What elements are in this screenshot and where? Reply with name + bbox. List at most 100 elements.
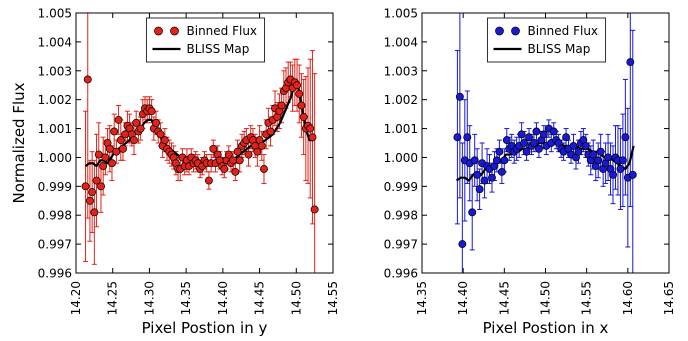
data-point [596, 147, 605, 156]
y-tick-label: 1.001 [384, 122, 418, 136]
x-tick-label: 14.60 [621, 281, 635, 315]
x-tick-label: 14.20 [69, 281, 83, 315]
data-point [604, 153, 613, 162]
data-point [101, 153, 110, 162]
legend-marker [511, 26, 520, 36]
data-point [530, 139, 538, 147]
data-point [520, 139, 529, 147]
data-point [132, 118, 141, 127]
y-tick-label: 0.999 [38, 180, 72, 194]
data-point [581, 141, 590, 150]
data-point [295, 89, 304, 98]
data-point [589, 150, 598, 159]
y-tick-label: 1.000 [38, 151, 72, 165]
y-tick-label: 0.996 [384, 267, 418, 281]
data-point [532, 127, 541, 136]
y-tick-label: 1.002 [384, 93, 418, 107]
data-point [130, 136, 138, 145]
data-point [594, 156, 603, 165]
data-point [480, 176, 489, 185]
data-point [310, 205, 319, 214]
legend-label-binned-flux: Binned Flux [528, 24, 599, 38]
y-tick-label: 1.002 [38, 93, 72, 107]
data-point [473, 170, 482, 179]
data-point [231, 167, 240, 176]
data-point [108, 159, 116, 168]
data-point [497, 167, 506, 176]
data-point [244, 150, 253, 159]
x-tick-label: 14.55 [326, 281, 340, 315]
data-point [534, 144, 543, 153]
x-tick-label: 14.45 [253, 281, 267, 315]
data-point [539, 130, 548, 139]
data-point [97, 182, 105, 191]
data-point [463, 133, 472, 142]
y-tick-label: 1.004 [38, 35, 72, 49]
y-tick-label: 1.001 [38, 122, 72, 136]
chart-panel-2: 14.35 14.40 14.45 14.50 14.55 14.60 14.65 0.996… [384, 7, 676, 338]
data-point [220, 165, 229, 173]
data-point [458, 240, 467, 249]
axes-frame [421, 12, 670, 274]
y-tick-label: 0.996 [38, 267, 72, 281]
data-point [609, 170, 617, 179]
data-point [455, 92, 464, 101]
data-point [160, 136, 169, 145]
data-point [114, 115, 123, 124]
data-point [502, 136, 511, 145]
y-tick-label: 0.997 [384, 238, 418, 252]
legend: Binned Flux BLISS Map [487, 17, 606, 63]
legend-marker [170, 26, 179, 36]
data-point [277, 101, 286, 110]
data-point [136, 124, 145, 133]
data-point [525, 133, 533, 142]
y-axis-label: Normalized Flux [10, 82, 28, 203]
data-point [105, 144, 114, 153]
data-point [204, 176, 213, 185]
binned-flux-points [81, 75, 319, 217]
data-point [468, 208, 477, 217]
data-point [492, 156, 501, 165]
data-point [475, 185, 484, 194]
x-tick-label: 14.50 [289, 281, 303, 315]
data-point [628, 170, 637, 179]
legend-box [146, 17, 265, 63]
legend-label-bliss-map: BLISS Map [187, 42, 250, 56]
x-tick-label: 14.50 [539, 281, 553, 315]
data-point [116, 136, 125, 145]
y-tick-label: 1.005 [384, 7, 418, 21]
legend-label-binned-flux: Binned Flux [187, 24, 258, 38]
legend-box [487, 17, 606, 63]
data-point [297, 101, 306, 110]
data-point [562, 133, 571, 142]
data-point [90, 208, 99, 217]
data-point [88, 188, 97, 197]
data-point [569, 141, 578, 150]
data-point [235, 156, 244, 165]
data-point [156, 130, 165, 139]
y-tick-label: 0.998 [38, 209, 72, 223]
binned-flux-points [453, 58, 637, 249]
x-tick-label: 14.65 [662, 281, 676, 315]
data-point [549, 127, 558, 136]
data-point [119, 144, 127, 153]
chart-panel-1: 14.20 14.25 14.30 14.35 14.40 14.45 14.50 14.55… [10, 7, 340, 338]
x-tick-label: 14.40 [456, 281, 470, 315]
data-point [618, 156, 627, 165]
data-point [522, 147, 531, 156]
axes-frame [75, 12, 334, 274]
y-tick-label: 0.997 [38, 238, 72, 252]
data-point [306, 124, 315, 133]
data-point [574, 147, 583, 156]
data-point [495, 147, 504, 156]
data-point [621, 133, 630, 142]
legend-marker [495, 26, 504, 36]
data-point [99, 162, 108, 171]
data-point [299, 113, 308, 121]
bliss-map-line [84, 81, 317, 168]
data-point [626, 58, 635, 67]
x-tick-label: 14.40 [216, 281, 230, 315]
x-tick-label: 14.30 [142, 281, 156, 315]
data-point [488, 173, 496, 182]
